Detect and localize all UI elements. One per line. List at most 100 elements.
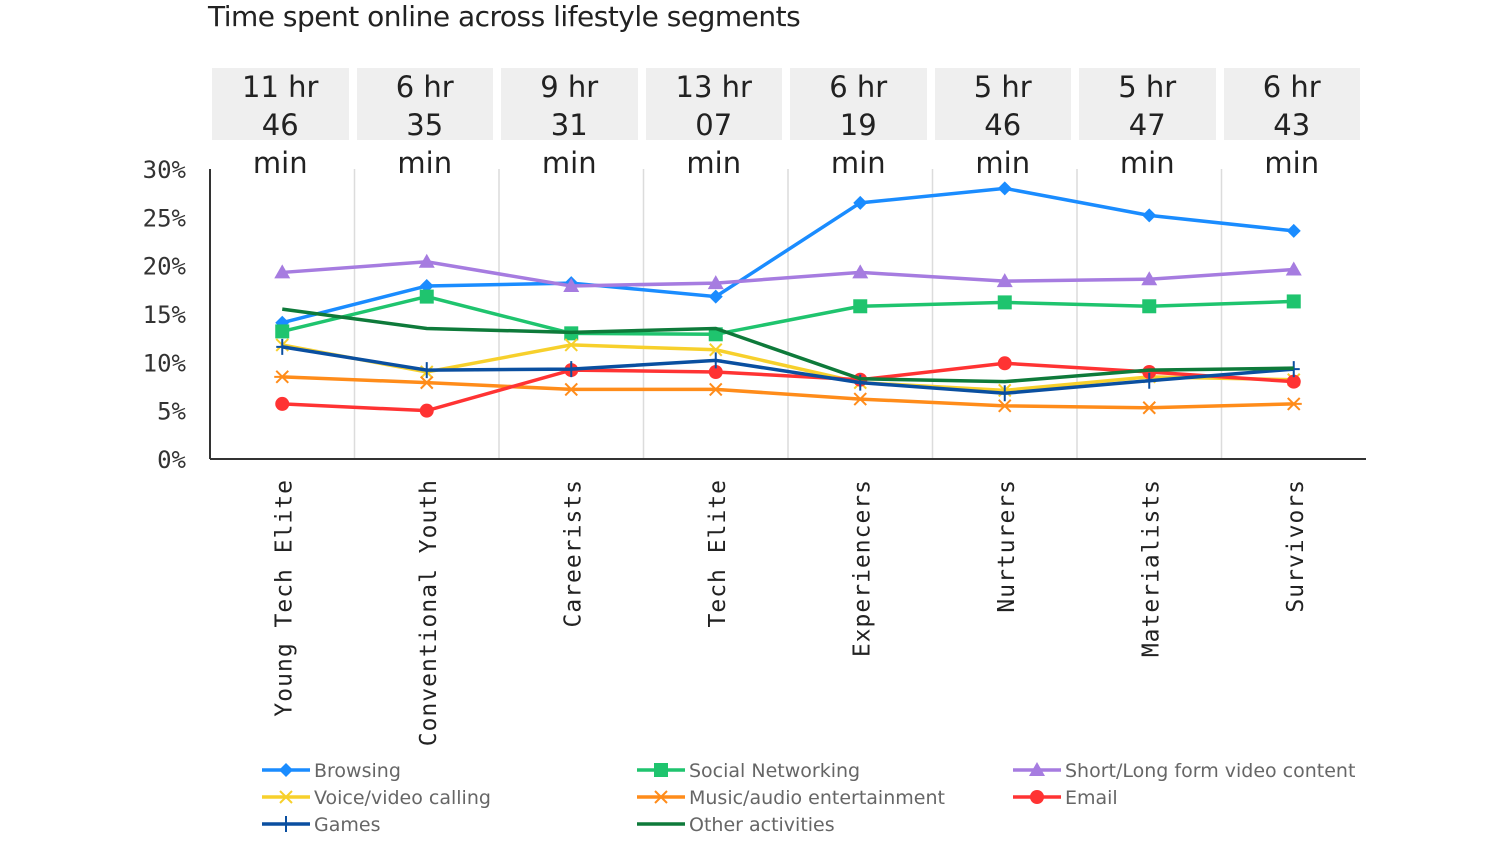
data-point [563, 382, 580, 397]
data-point [852, 264, 869, 279]
y-tick-label: 5% [157, 398, 186, 426]
data-point [852, 392, 869, 406]
category-header-text: 5 hr 47 min [1118, 70, 1177, 180]
data-point [1141, 271, 1158, 286]
x-tick-label: Tech Elite [705, 479, 731, 627]
data-point [709, 343, 723, 357]
data-point [276, 338, 289, 355]
data-point [1143, 372, 1156, 389]
category-header: 9 hr 31 min [501, 68, 638, 180]
data-point [418, 375, 435, 390]
y-tick-label: 30% [143, 156, 187, 184]
y-tick-label: 15% [143, 301, 187, 329]
data-point [419, 403, 434, 418]
x-tick-label: Survivors [1283, 479, 1309, 613]
series-line [282, 375, 1294, 410]
legend-item: Games [262, 814, 380, 836]
data-point [1029, 762, 1045, 776]
data-point [997, 181, 1012, 196]
legend-label: Short/Long form video content [1065, 760, 1355, 782]
series-line [281, 345, 1294, 396]
legend-item: Email [1013, 787, 1118, 809]
data-point [279, 790, 293, 804]
legend-label: Other activities [689, 814, 835, 836]
x-tick-label: Careerists [560, 479, 586, 627]
legend-item: Social Networking [637, 760, 860, 782]
category-header-text: 11 hr 46 min [242, 70, 319, 180]
category-header: 6 hr 19 min [790, 68, 927, 180]
data-point [419, 289, 434, 304]
data-point [996, 273, 1013, 288]
category-header: 6 hr 43 min [1223, 68, 1360, 180]
x-tick-label: Nurturers [994, 479, 1020, 613]
data-point [420, 362, 433, 379]
data-point [653, 790, 669, 804]
category-header-text: 5 hr 46 min [973, 70, 1032, 180]
data-point [565, 361, 578, 378]
data-point [279, 763, 293, 777]
data-point [275, 324, 290, 339]
series-other-activities [282, 307, 1294, 384]
data-point [1286, 374, 1301, 389]
data-point [1141, 401, 1158, 415]
data-point [274, 370, 291, 384]
data-point [708, 289, 723, 304]
data-point [998, 385, 1011, 402]
legend-item: Short/Long form video content [1013, 760, 1355, 782]
legend-label: Music/audio entertainment [689, 787, 945, 809]
y-tick-label: 20% [143, 253, 187, 281]
data-point [997, 295, 1012, 310]
series-line [281, 294, 1294, 337]
series-browsing [275, 181, 1301, 330]
series-line [282, 307, 1294, 384]
category-header-text: 6 hr 19 min [829, 70, 888, 180]
series-line [281, 343, 1294, 393]
data-point [1030, 790, 1044, 804]
chart-title: Time spent online across lifestyle segme… [208, 0, 801, 33]
series-games [276, 338, 1300, 402]
category-header: 11 hr 46 min [212, 68, 349, 180]
series-line [282, 260, 1294, 288]
legend-label: Email [1065, 787, 1118, 809]
data-point [274, 264, 291, 279]
legend-item: Browsing [262, 760, 401, 782]
data-point [853, 195, 868, 210]
y-tick-label: 10% [143, 349, 187, 377]
x-tick-label: Materialists [1138, 479, 1164, 657]
data-point [275, 396, 290, 411]
data-point [1285, 261, 1302, 276]
x-tick-label: Experiencers [849, 479, 875, 657]
category-header: 6 hr 35 min [356, 68, 493, 180]
category-header-text: 13 hr 07 min [675, 70, 752, 180]
legend-item: Voice/video calling [262, 787, 491, 809]
series-music-audio-entertainment [274, 370, 1302, 415]
data-point [1142, 299, 1157, 314]
series-short-long-form-video-content [274, 253, 1302, 292]
data-point [709, 352, 722, 369]
data-point [853, 299, 868, 314]
data-point [564, 338, 578, 352]
data-point [708, 365, 723, 379]
data-point [280, 816, 292, 832]
x-tick-label: Young Tech Elite [271, 479, 297, 717]
data-point [563, 277, 580, 292]
data-point [997, 356, 1012, 371]
series-line [281, 186, 1294, 325]
category-header: 5 hr 46 min [934, 68, 1071, 180]
data-point [1286, 294, 1301, 309]
category-header-text: 9 hr 31 min [540, 70, 599, 180]
legend-label: Browsing [314, 760, 401, 782]
category-header: 13 hr 07 min [645, 68, 782, 180]
legend-label: Social Networking [689, 760, 860, 782]
legend-item: Music/audio entertainment [637, 787, 945, 809]
data-point [654, 763, 668, 777]
y-tick-label: 0% [157, 446, 186, 474]
legend-item: Other activities [637, 814, 835, 836]
x-tick-label: Conventional Youth [416, 479, 442, 746]
data-point [996, 399, 1013, 413]
legend-label: Games [314, 814, 380, 836]
legend-label: Voice/video calling [314, 787, 491, 809]
data-point [1285, 397, 1302, 411]
data-point [1286, 223, 1301, 238]
